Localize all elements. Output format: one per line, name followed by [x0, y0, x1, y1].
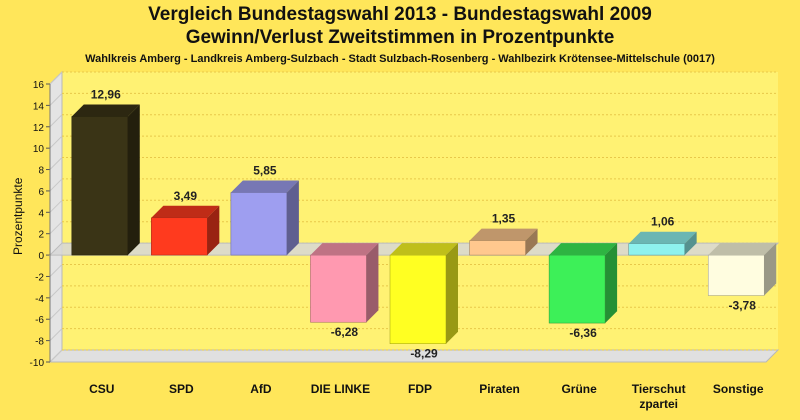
y-tick-label: 2	[38, 230, 44, 241]
bar-top-3	[230, 180, 299, 193]
gridline-side	[49, 178, 63, 192]
gridline-side	[49, 114, 63, 128]
bar-side-8	[684, 231, 697, 256]
data-label-7: -6,36	[569, 326, 597, 340]
data-label-6: 1,35	[492, 212, 516, 226]
gridline-side	[49, 306, 63, 320]
y-tick-label: -6	[35, 315, 44, 326]
bar-side-6	[525, 228, 538, 256]
x-tick-label-7: Grüne	[561, 382, 597, 396]
y-tick-label: -4	[35, 294, 44, 305]
plot-side-wall	[49, 70, 63, 364]
gridline-side	[49, 135, 63, 149]
gridline-side	[49, 264, 63, 277]
bar-side-7	[605, 243, 618, 324]
gridline-side	[49, 199, 63, 213]
x-tick-label-3: AfD	[250, 382, 272, 396]
x-tick-label-4: DIE LINKE	[311, 382, 370, 396]
x-tick-label-8: zpartei	[639, 397, 678, 411]
gridline-side	[49, 328, 63, 341]
x-tick-label-5: FDP	[408, 382, 432, 396]
gridline-side	[49, 93, 63, 106]
x-tick-label-6: Piraten	[479, 382, 520, 396]
gridline-side	[49, 349, 63, 363]
bar-side-9	[764, 243, 777, 296]
data-label-1: 12,96	[91, 88, 121, 102]
y-tick-label: 0	[38, 251, 44, 262]
x-tick-label-2: SPD	[169, 382, 194, 396]
data-label-8: 1,06	[651, 215, 675, 229]
bar-side-4	[366, 243, 379, 323]
bar-top-6	[469, 228, 538, 241]
bar-side-2	[207, 205, 220, 256]
bar-1	[71, 116, 129, 256]
data-label-5: -8,29	[410, 347, 438, 361]
bar-top-4	[310, 243, 379, 256]
bar-5	[389, 254, 447, 344]
bar-9	[707, 254, 765, 296]
chart-caption: Wahlkreis Amberg - Landkreis Amberg-Sulz…	[85, 53, 715, 65]
y-tick-label: 10	[33, 144, 45, 155]
y-tick-label: 12	[33, 123, 45, 134]
y-tick-label: -8	[35, 337, 44, 348]
gridline-side	[49, 71, 63, 85]
gridline-side	[49, 285, 63, 299]
y-tick-label: -2	[35, 272, 44, 283]
data-label-9: -3,78	[729, 298, 757, 312]
data-label-4: -6,28	[331, 325, 359, 339]
bar-top-5	[390, 243, 458, 256]
chart-title: Vergleich Bundestagswahl 2013 - Bundesta…	[148, 4, 652, 25]
bar-side-3	[286, 180, 299, 256]
gridline-side	[49, 157, 63, 170]
bar-top-8	[628, 231, 697, 244]
x-tick-label-9: Sonstige	[713, 382, 764, 396]
y-tick-label: 16	[33, 80, 45, 91]
bar-4	[310, 254, 367, 323]
bar-7	[548, 254, 606, 324]
bar-side-5	[446, 243, 458, 344]
bar-2	[151, 217, 208, 256]
bar-3	[230, 192, 288, 256]
bar-side-1	[127, 104, 140, 256]
data-label-3: 5,85	[253, 164, 277, 178]
bar-top-9	[708, 243, 777, 256]
bar-top-2	[151, 205, 220, 218]
y-tick-label: 6	[38, 187, 44, 198]
chart-subtitle: Gewinn/Verlust Zweitstimmen in Prozentpu…	[185, 27, 615, 48]
bar-6	[469, 240, 526, 256]
y-tick-label: 14	[33, 101, 45, 112]
gridline-side	[49, 221, 63, 235]
bar-top-7	[549, 243, 618, 256]
bar-top-1	[71, 104, 140, 117]
x-tick-label-1: CSU	[89, 382, 114, 396]
y-tick-label: 8	[38, 166, 44, 177]
y-tick-label: -10	[30, 358, 45, 369]
data-label-2: 3,49	[174, 189, 198, 203]
bar-8	[628, 243, 685, 256]
y-tick-label: 4	[38, 208, 44, 219]
x-tick-label-8: Tierschut	[632, 382, 686, 396]
